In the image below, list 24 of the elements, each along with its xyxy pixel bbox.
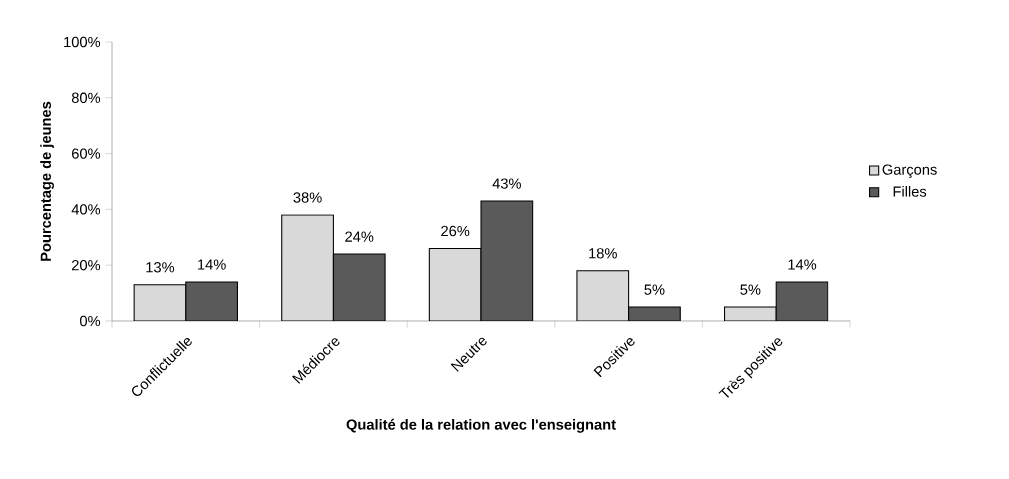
legend-label: Garçons [882, 164, 937, 178]
bar [428, 247, 482, 321]
x-axis-title: Qualité de la relation avec l'enseignant [346, 418, 616, 433]
data-label: 38% [293, 192, 322, 203]
data-label: 13% [146, 262, 175, 273]
y-tick-label: 100% [64, 36, 101, 48]
data-label: 14% [198, 259, 226, 270]
data-label: 14% [788, 259, 817, 270]
bar [281, 214, 334, 321]
legend-label: Filles [893, 185, 927, 197]
data-label: 26% [441, 225, 470, 237]
y-tick-label: 60% [72, 148, 101, 159]
data-label: 18% [589, 248, 617, 259]
y-tick-label: 40% [71, 204, 101, 215]
y-tick-label: 0% [79, 315, 101, 327]
y-tick-label: 80% [71, 92, 101, 103]
data-label: 5% [644, 284, 665, 295]
data-label: 24% [345, 231, 374, 242]
y-axis-title: Pourcentage de jeunes [40, 101, 54, 261]
y-tick-label: 20% [72, 260, 101, 271]
data-label: 43% [492, 178, 521, 189]
bar [576, 270, 630, 321]
bar [133, 284, 187, 321]
data-label: 5% [740, 284, 761, 295]
